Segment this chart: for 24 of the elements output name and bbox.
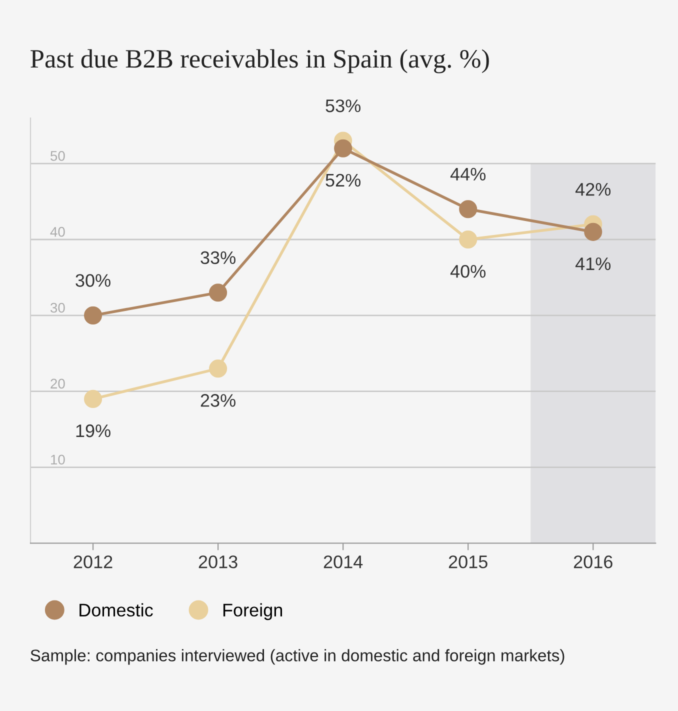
legend-label: Foreign [223,603,282,620]
x-tick-label: 2015 [448,555,488,568]
data-label: 53% [326,99,360,112]
x-tick-label: 2012 [74,555,112,568]
y-tick-label: 50 [50,151,65,161]
data-label: 30% [76,274,110,287]
y-tick-label: 30 [50,302,65,313]
data-label: 40% [450,264,486,278]
data-label: 19% [76,424,110,438]
data-label: 41% [575,257,611,270]
x-tick-label: 2014 [324,555,363,568]
y-tick-label: 40 [50,226,65,237]
chart-title: Past due B2B receivables in Spain (avg. %) [30,49,489,74]
x-tick-label: 2013 [198,555,238,568]
data-label: 33% [200,251,236,264]
y-tick-label: 10 [51,454,65,465]
text: Sample: companies interviewed (active in domestic and foreign markets) [30,649,564,665]
legend-label: Domestic [80,603,153,617]
data-label: 52% [326,174,360,187]
data-label: 44% [450,168,486,180]
data-label: 23% [200,394,236,407]
data-label: 42% [575,182,611,196]
y-tick-label: 20 [50,378,65,389]
x-tick-label: 2016 [574,555,612,568]
